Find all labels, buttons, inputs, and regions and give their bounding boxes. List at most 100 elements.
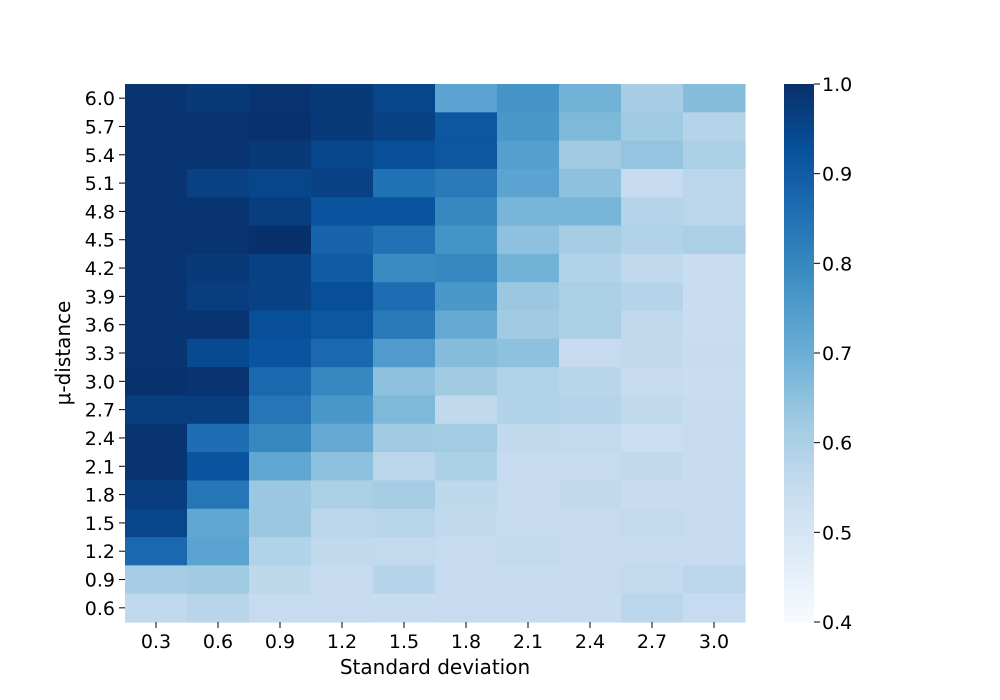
heatmap-cell	[373, 395, 436, 425]
heatmap-cell	[559, 508, 622, 538]
x-axis-ticks: 0.3 0.6 0.9 1.2 1.5 1.8 2.1 2.4 2.7 3.0	[141, 622, 729, 653]
heatmap-cell	[125, 367, 188, 397]
heatmap-cells	[125, 84, 746, 623]
heatmap-cell	[249, 225, 312, 255]
y-tick-label: 2.7	[85, 400, 115, 422]
heatmap-cell	[497, 168, 560, 198]
heatmap-cell	[187, 197, 250, 227]
heatmap-cell	[373, 168, 436, 198]
heatmap-cell	[497, 452, 560, 482]
heatmap-cell	[373, 310, 436, 340]
heatmap-cell	[559, 168, 622, 198]
heatmap-cell	[559, 452, 622, 482]
heatmap-cell	[497, 112, 560, 142]
heatmap-cell	[621, 84, 684, 113]
heatmap-cell	[373, 225, 436, 255]
heatmap-cell	[125, 537, 188, 566]
heatmap-cell	[311, 84, 374, 113]
heatmap-cell	[435, 112, 498, 142]
x-tick-label: 2.7	[637, 631, 667, 653]
heatmap-cell	[497, 480, 560, 510]
heatmap-cell	[311, 593, 374, 623]
heatmap-cell	[497, 140, 560, 170]
heatmap-cell	[187, 225, 250, 255]
x-tick-label: 0.3	[141, 631, 171, 653]
heatmap-cell	[187, 593, 250, 623]
heatmap-cell	[373, 593, 436, 623]
heatmap-cell	[683, 452, 746, 482]
heatmap-cell	[621, 225, 684, 255]
heatmap-cell	[311, 282, 374, 312]
heatmap-cell	[249, 140, 312, 170]
heatmap-cell	[373, 197, 436, 227]
x-tick-label: 1.2	[327, 631, 357, 653]
heatmap-cell	[249, 338, 312, 368]
heatmap-cell	[249, 395, 312, 425]
heatmap-cell	[373, 537, 436, 566]
heatmap-cell	[435, 508, 498, 538]
heatmap-cell	[187, 168, 250, 198]
heatmap-cell	[435, 423, 498, 453]
heatmap-cell	[311, 168, 374, 198]
heatmap-cell	[249, 310, 312, 340]
heatmap-cell	[621, 338, 684, 368]
heatmap-cell	[311, 112, 374, 142]
heatmap-cell	[249, 537, 312, 566]
heatmap-cell	[311, 338, 374, 368]
heatmap-cell	[311, 310, 374, 340]
heatmap-cell	[559, 565, 622, 595]
heatmap-cell	[435, 197, 498, 227]
heatmap-cell	[249, 593, 312, 623]
heatmap-cell	[683, 84, 746, 113]
heatmap-cell	[125, 84, 188, 113]
heatmap-cell	[435, 452, 498, 482]
heatmap-cell	[311, 197, 374, 227]
heatmap-cell	[125, 282, 188, 312]
heatmap-cell	[683, 140, 746, 170]
heatmap-cell	[683, 168, 746, 198]
heatmap-cell	[559, 197, 622, 227]
heatmap-cell	[435, 480, 498, 510]
y-tick-label: 5.1	[85, 173, 115, 195]
heatmap-cell	[311, 480, 374, 510]
x-tick-label: 2.4	[575, 631, 605, 653]
heatmap-cell	[683, 253, 746, 283]
heatmap-cell	[187, 395, 250, 425]
heatmap-cell	[125, 253, 188, 283]
heatmap-cell	[621, 395, 684, 425]
heatmap-cell	[559, 310, 622, 340]
heatmap-cell	[559, 253, 622, 283]
heatmap-cell	[435, 225, 498, 255]
heatmap-cell	[125, 168, 188, 198]
heatmap-cell	[311, 452, 374, 482]
heatmap-cell	[497, 197, 560, 227]
colorbar	[784, 84, 814, 622]
y-tick-label: 3.9	[85, 286, 115, 308]
y-tick-label: 6.0	[85, 88, 115, 110]
heatmap-cell	[435, 565, 498, 595]
heatmap-cell	[497, 367, 560, 397]
heatmap-cell	[187, 452, 250, 482]
y-tick-label: 1.2	[85, 541, 115, 563]
heatmap-cell	[435, 168, 498, 198]
heatmap-cell	[187, 537, 250, 566]
heatmap-cell	[559, 537, 622, 566]
y-tick-label: 3.0	[85, 371, 115, 393]
heatmap-cell	[497, 537, 560, 566]
heatmap-cell	[497, 338, 560, 368]
colorbar-tick-label: 0.7	[822, 343, 852, 365]
heatmap-cell	[621, 310, 684, 340]
colorbar-tick-label: 0.4	[822, 612, 852, 634]
heatmap-cell	[683, 480, 746, 510]
heatmap-cell	[435, 253, 498, 283]
heatmap-cell	[373, 452, 436, 482]
heatmap-cell	[125, 480, 188, 510]
heatmap-cell	[311, 508, 374, 538]
heatmap-cell	[683, 338, 746, 368]
heatmap-cell	[683, 282, 746, 312]
x-tick-label: 3.0	[699, 631, 729, 653]
y-tick-label: 2.1	[85, 456, 115, 478]
heatmap-cell	[125, 225, 188, 255]
heatmap-cell	[249, 168, 312, 198]
y-axis-label: μ-distance	[51, 301, 75, 406]
